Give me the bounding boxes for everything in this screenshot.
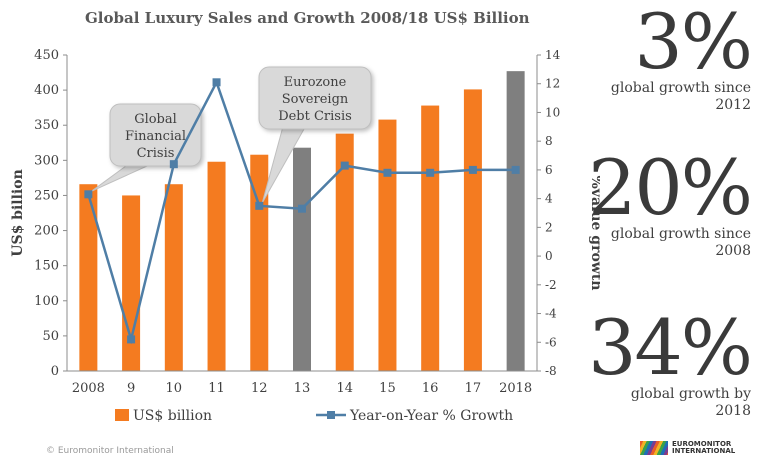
y2-tick-label: 10 [545, 105, 560, 119]
y2-tick-label: 8 [545, 134, 553, 148]
chart-title: Global Luxury Sales and Growth 2008/18 U… [85, 9, 530, 27]
y2-tick-label: -2 [545, 278, 557, 292]
callout-pointer [91, 164, 150, 192]
y-tick-label: 350 [34, 118, 59, 133]
growth-marker-13 [298, 204, 306, 213]
growth-marker-15 [383, 168, 392, 177]
y2-tick-label: 0 [545, 249, 553, 263]
legend-label-line: Year-on-Year % Growth [349, 408, 513, 424]
y-tick-label: 450 [34, 48, 59, 63]
y-tick-label: 200 [34, 224, 59, 239]
bar-12 [250, 154, 269, 371]
x-tick-label: 2008 [72, 381, 105, 396]
logo-text: EUROMONITOR INTERNATIONAL [672, 440, 736, 455]
callout-text: Global [134, 112, 177, 127]
stat-value: 34% [588, 303, 753, 392]
callout-text: Crisis [137, 146, 175, 161]
x-tick-label: 14 [336, 381, 353, 396]
growth-marker-14 [340, 161, 349, 170]
x-tick-label: 9 [127, 381, 135, 396]
y2-tick-label: -6 [545, 335, 557, 349]
x-tick-label: 16 [422, 381, 439, 396]
callout-text: Financial [125, 129, 186, 144]
legend-marker-line [327, 411, 335, 419]
y-tick-label: 250 [34, 188, 59, 203]
callout-text: Debt Crisis [278, 109, 352, 124]
growth-marker-12 [255, 201, 264, 210]
bar-9 [122, 195, 141, 371]
bar-11 [207, 161, 226, 371]
bar-13 [293, 147, 311, 371]
x-tick-label: 13 [294, 381, 311, 396]
euromonitor-logo: EUROMONITOR INTERNATIONAL [640, 441, 742, 455]
y-axis-title: US$ billion [10, 169, 26, 257]
bar-10 [164, 184, 183, 371]
logo-stripes-icon [640, 441, 668, 455]
callout-text: Eurozone [284, 75, 347, 90]
x-tick-label: 17 [465, 381, 482, 396]
y-tick-label: 300 [34, 153, 59, 168]
y2-tick-label: -4 [545, 307, 557, 321]
y-tick-label: 150 [34, 259, 59, 274]
callout-box [258, 66, 372, 130]
growth-marker-16 [426, 168, 435, 177]
y2-tick-label: 4 [545, 192, 553, 206]
bar-2018 [506, 71, 525, 371]
stat-value: 20% [588, 143, 753, 232]
growth-marker-2008 [84, 190, 93, 199]
stat-caption: global growth by 2018 [630, 386, 751, 419]
legend-swatch-bar [115, 409, 129, 421]
stat-growth-since-2008: 20% global growth since 2008 [588, 143, 753, 260]
y-tick-label: 400 [34, 83, 59, 98]
stat-caption: global growth since 2008 [610, 226, 751, 259]
x-tick-label: 2018 [499, 381, 532, 396]
y2-tick-label: 2 [545, 220, 553, 234]
growth-marker-11 [212, 78, 221, 87]
callout-box [109, 103, 202, 167]
bar-15 [378, 119, 397, 371]
legend-label-bar: US$ billion [133, 408, 212, 424]
footer-credit: © Euromonitor International [46, 446, 174, 456]
y-tick-label: 100 [34, 294, 59, 309]
growth-marker-10 [169, 160, 178, 169]
y2-tick-label: 12 [545, 77, 560, 91]
y-tick-label: 50 [42, 329, 59, 344]
y2-tick-label: 6 [545, 163, 553, 177]
stat-growth-by-2018: 34% global growth by 2018 [588, 303, 753, 420]
x-tick-label: 11 [208, 381, 225, 396]
stat-caption: global growth since 2012 [610, 80, 751, 113]
callout-text: Sovereign [282, 92, 349, 107]
stat-growth-since-2012: 3% global growth since 2012 [601, 0, 753, 114]
growth-marker-9 [127, 335, 136, 344]
x-tick-label: 15 [379, 381, 396, 396]
chart-canvas: 0 50 100 150 200 250 300 350 400 450 -8 -6 -4 -2 0 2 4 6 8… [10, 48, 600, 424]
bar-14 [335, 133, 354, 371]
y2-tick-label: -8 [545, 364, 557, 378]
y2-tick-label: 14 [545, 48, 561, 62]
x-tick-label: 10 [166, 381, 183, 396]
stat-value: 3% [634, 0, 753, 86]
growth-marker-17 [468, 165, 477, 174]
y-tick-label: 0 [51, 364, 59, 379]
growth-marker-2018 [511, 165, 520, 174]
bar-2008 [79, 184, 98, 371]
bar-17 [463, 89, 482, 372]
x-tick-label: 12 [251, 381, 268, 396]
y2-axis-title: %value growth [588, 176, 600, 291]
bar-16 [421, 105, 440, 371]
